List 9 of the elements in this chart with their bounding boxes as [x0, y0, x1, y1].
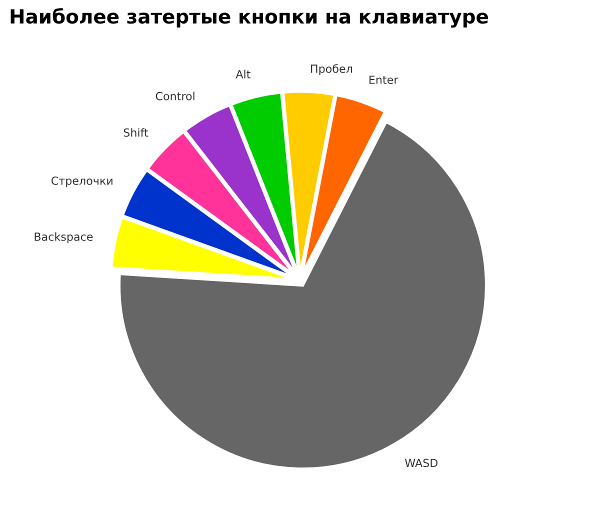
slice-label: Пробел: [311, 64, 352, 76]
slice-label: Backspace: [34, 232, 93, 244]
slice-label: Стрелочки: [52, 176, 112, 188]
chart-title: Наиболее затертые кнопки на клавиатуре: [10, 8, 488, 28]
slice-label: Shift: [124, 128, 148, 137]
slice-label: Control: [156, 92, 194, 100]
slice-label: Alt: [236, 70, 250, 78]
slice-label: Enter: [369, 76, 398, 84]
slice-label: WASD: [404, 458, 438, 468]
